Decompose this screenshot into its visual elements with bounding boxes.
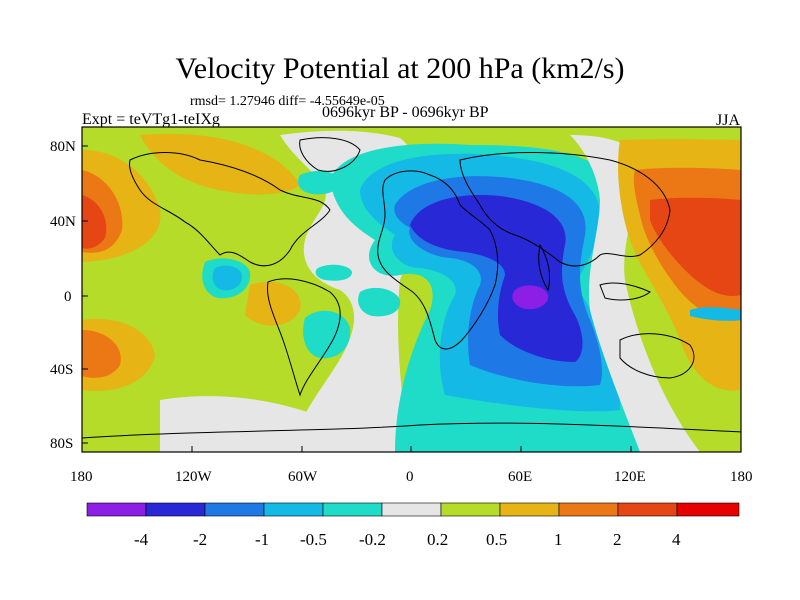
- contour-southwest-pacific-p1: [82, 330, 121, 378]
- season-label: JJA: [716, 112, 741, 129]
- contour-tropical-atlantic-p05: [245, 281, 301, 326]
- latitude-axis: 80N 40N 0 40S 80S: [50, 139, 88, 452]
- coast-maritime-continent: [599, 282, 651, 301]
- lon-label-60e: 60E: [508, 469, 532, 485]
- lat-label-0: 0: [64, 289, 72, 305]
- experiment-label: Expt = teVTg1-teIXg: [82, 111, 220, 128]
- velocity-potential-field: [82, 127, 741, 452]
- contour-east-pacific-tropics-n05: [690, 307, 741, 321]
- lat-label-80s: 80S: [50, 436, 73, 452]
- colorbar-box-9: [558, 502, 619, 517]
- period-label: 0696kyr BP - 0696kyr BP: [322, 104, 489, 121]
- colorbar-box-1: [86, 502, 147, 517]
- colorbar-box-8: [499, 502, 560, 517]
- lon-label-120w: 120W: [175, 469, 213, 485]
- contour-west-pacific-zero: [570, 135, 700, 452]
- colorbar-box-2: [145, 502, 206, 517]
- contour-n2: [410, 195, 583, 362]
- colorbar-label-n2: -2: [193, 530, 207, 549]
- colorbar-label-n1: -1: [255, 530, 269, 549]
- lon-label-120e: 120E: [614, 469, 646, 485]
- contour-tropical-atlantic-n02: [358, 287, 401, 317]
- lat-label-80n: 80N: [50, 139, 76, 155]
- lon-label-60w: 60W: [288, 469, 318, 485]
- contour-n4: [512, 285, 549, 310]
- coast-north-america: [129, 152, 331, 267]
- colorbar-label-p05: 0.5: [486, 530, 507, 549]
- longitude-axis: 180 120W 60W 0 60E 120E 180: [70, 446, 753, 485]
- colorbar-label-p02: 0.2: [427, 530, 448, 549]
- coast-europe-africa: [377, 170, 499, 350]
- lon-label-0: 0: [406, 469, 414, 485]
- contour-southern-ocean-zero: [160, 396, 330, 452]
- lat-label-40n: 40N: [50, 214, 76, 230]
- colorbar-box-7: [440, 502, 501, 517]
- lat-label-40s: 40S: [50, 362, 73, 378]
- colorbar-box-3: [204, 502, 265, 517]
- colorbar-box-4: [263, 502, 324, 517]
- colorbar-label-n05: -0.5: [300, 530, 327, 549]
- colorbar-label-n02: -0.2: [359, 530, 386, 549]
- colorbar-label-p1: 1: [554, 530, 563, 549]
- coastlines: [82, 137, 741, 439]
- contour-caribbean-n05: [212, 265, 243, 291]
- contour-east-asia-p2: [650, 197, 741, 296]
- colorbar: -4 -2 -1 -0.5 -0.2 0.2 0.5 1 2 4: [86, 502, 740, 549]
- contour-north-america-n02: [298, 170, 341, 195]
- colorbar-label-p4: 4: [672, 530, 681, 549]
- coast-south-america: [266, 278, 341, 397]
- coast-antarctica: [82, 422, 741, 439]
- lon-label-180w: 180: [70, 469, 93, 485]
- figure-title: Velocity Potential at 200 hPa (km2/s): [175, 52, 625, 85]
- colorbar-box-10: [617, 502, 678, 517]
- colorbar-label-p2: 2: [613, 530, 622, 549]
- colorbar-box-11: [676, 502, 740, 517]
- colorbar-box-5: [322, 502, 383, 517]
- colorbar-label-n4: -4: [134, 530, 149, 549]
- coast-greenland: [299, 137, 361, 172]
- contour-south-america-n02: [303, 310, 351, 359]
- contour-north-atlantic-n02: [315, 264, 352, 281]
- coast-india: [538, 243, 551, 292]
- coast-australia: [619, 333, 695, 379]
- stats-label: rmsd= 1.27946 diff= -4.55649e-05: [190, 94, 385, 109]
- lon-label-180e: 180: [730, 469, 753, 485]
- colorbar-box-6: [381, 502, 442, 517]
- contour-west-pacific-p2: [82, 195, 107, 249]
- coast-asia: [459, 152, 671, 267]
